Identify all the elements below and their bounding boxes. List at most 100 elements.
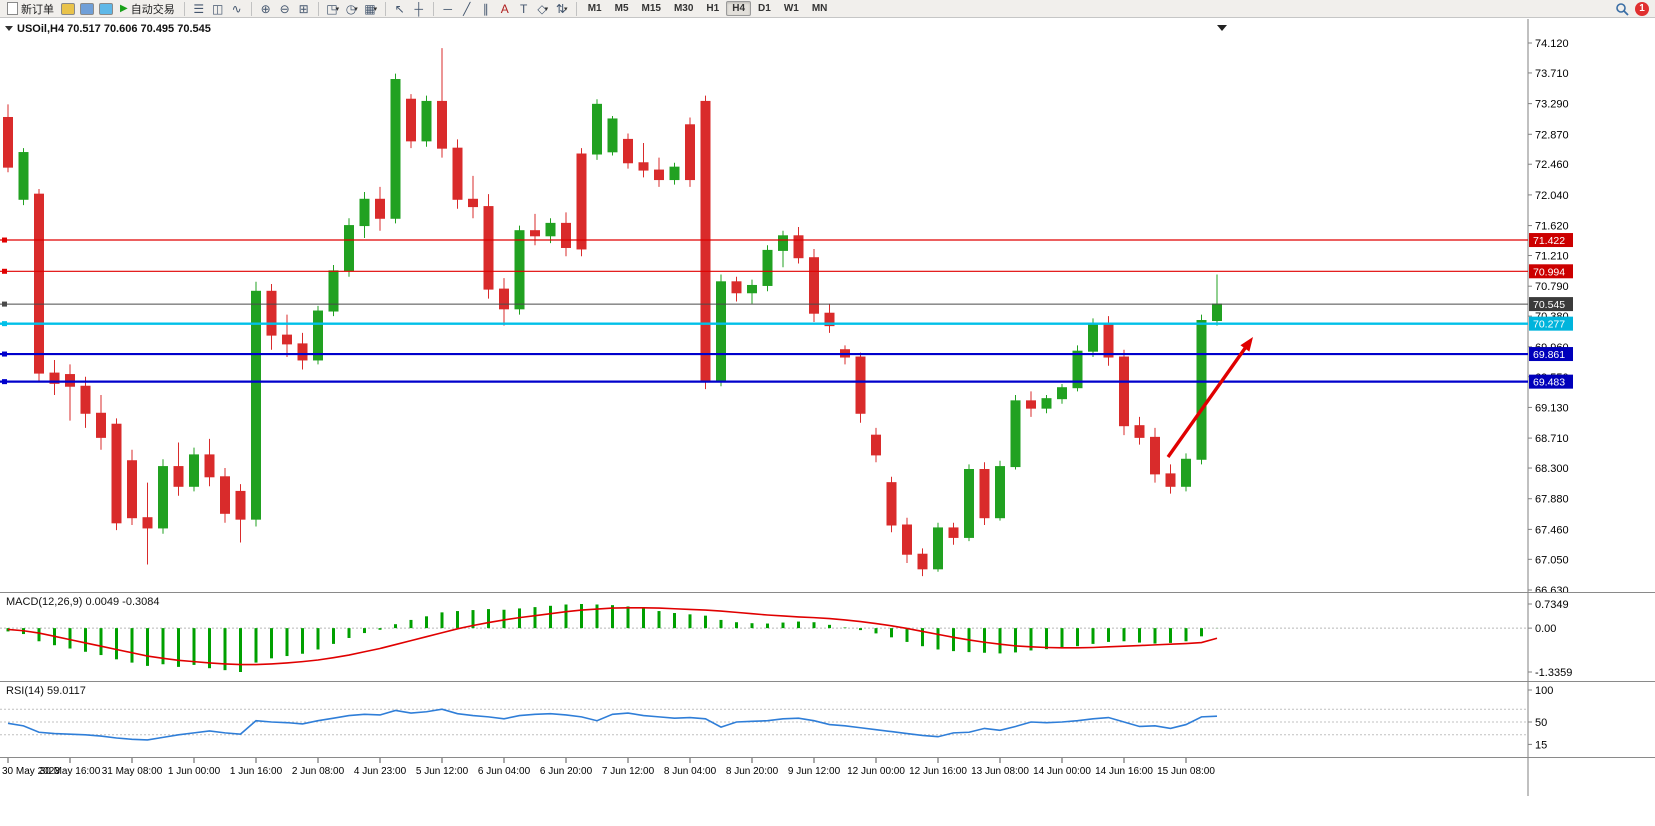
candle — [855, 352, 866, 423]
tile-windows-icon[interactable]: ⊞ — [298, 1, 309, 16]
chart-title: USOil,H4 70.517 70.606 70.495 70.545 — [17, 23, 211, 35]
period-icon[interactable]: ◷ ▾ — [345, 1, 358, 16]
channel-icon[interactable]: ∥ — [482, 1, 489, 16]
horizontal-line[interactable]: 71.422 — [0, 233, 1573, 248]
time-axis[interactable]: 30 May 2023 30 May 16:00 31 May 08:00 1 Jun… — [0, 758, 1655, 796]
macd-axis-labels[interactable]: 0.7349 0.00 -1.3359 — [1528, 599, 1572, 679]
candle — [1026, 391, 1036, 417]
svg-text:67.460: 67.460 — [1535, 524, 1569, 536]
timeframe-M30[interactable]: M30 — [673, 3, 694, 14]
candle — [902, 517, 912, 563]
label-icon[interactable]: T — [520, 1, 528, 16]
arrows-icon[interactable]: ⇅ ▾ — [555, 1, 568, 16]
candle — [49, 359, 60, 396]
timeframe-H1[interactable]: H1 — [706, 3, 720, 14]
horizontal-line[interactable]: 70.545 — [0, 297, 1573, 312]
notification-badge[interactable]: 1 — [1635, 1, 1649, 16]
rsi-chart[interactable]: 100 50 15 RSI(14) 59.0117 — [0, 682, 1655, 758]
macd-chart[interactable]: 0.7349 0.00 -1.3359 MACD(12,26,9) 0.0049 -0… — [0, 593, 1655, 682]
rsi-panel[interactable]: 100 50 15 RSI(14) 59.0117 — [0, 682, 1655, 758]
time-label: 12 Jun 00:00 — [847, 766, 905, 777]
timeframe-W1[interactable]: W1 — [783, 3, 799, 14]
line-chart-icon[interactable]: ∿ — [231, 1, 242, 16]
svg-text:69.130: 69.130 — [1535, 402, 1569, 414]
timeframe-H4[interactable]: H4 — [726, 1, 752, 16]
profiles-icon[interactable] — [61, 2, 75, 15]
horizontal-line[interactable]: 70.277 — [0, 316, 1573, 331]
candle — [917, 548, 928, 577]
candle — [576, 148, 587, 257]
zoom-in-icon[interactable]: ⊕ — [260, 1, 271, 16]
macd-panel[interactable]: 0.7349 0.00 -1.3359 MACD(12,26,9) 0.0049 -0… — [0, 593, 1655, 682]
timeframe-M1[interactable]: M1 — [587, 3, 602, 14]
toolbar-separator — [250, 1, 252, 16]
new-order-icon — [7, 2, 18, 15]
candle — [933, 522, 943, 572]
svg-text:74.120: 74.120 — [1535, 38, 1569, 50]
candle — [762, 245, 773, 292]
time-label: 9 Jun 12:00 — [788, 766, 841, 777]
auto-trading-button[interactable]: ▶ 自动交易 — [116, 1, 179, 17]
svg-text:66.630: 66.630 — [1535, 585, 1569, 593]
text-icon[interactable]: A — [500, 1, 509, 16]
candle — [1041, 395, 1052, 414]
candle — [964, 464, 974, 542]
candle — [189, 447, 199, 492]
candle — [34, 189, 44, 382]
candle — [793, 227, 804, 264]
candle — [1072, 345, 1083, 392]
horizontal-line[interactable]: 69.861 — [0, 347, 1573, 362]
crosshair-icon[interactable]: ┼ — [414, 1, 423, 16]
shapes-icon[interactable]: ◇ ▾ — [537, 1, 549, 16]
bar-chart-icon[interactable]: ☰ — [193, 1, 205, 16]
new-order-button[interactable]: 新订单 — [3, 1, 58, 17]
svg-text:72.460: 72.460 — [1535, 159, 1569, 171]
horizontal-line-icon[interactable]: ─ — [443, 1, 452, 16]
candle — [158, 459, 168, 534]
line-anchor — [2, 379, 7, 385]
timeframe-MN[interactable]: MN — [811, 3, 828, 14]
chart-expand-icon[interactable] — [5, 26, 13, 31]
price-tag — [1529, 264, 1573, 279]
candle — [111, 418, 122, 531]
new-chart-icon[interactable]: ◳ ▾ — [326, 1, 340, 16]
candle — [359, 191, 370, 238]
timeframe-D1[interactable]: D1 — [758, 3, 771, 14]
zoom-out-icon[interactable]: ⊖ — [279, 1, 290, 16]
price-tag — [1529, 374, 1573, 389]
line-anchor — [2, 301, 7, 307]
horizontal-line[interactable]: 70.994 — [0, 264, 1573, 279]
trendline-icon[interactable]: ╱ — [463, 1, 471, 16]
horizontal-line[interactable]: 69.483 — [0, 374, 1573, 389]
candle — [483, 194, 494, 299]
navigator-icon[interactable] — [99, 2, 113, 15]
toolbar-separator — [183, 1, 185, 16]
candle — [142, 482, 153, 565]
price-chart[interactable]: 74.120 73.710 73.290 72.870 72.460 72.040 71.6… — [0, 19, 1655, 593]
price-chart-panel[interactable]: 74.120 73.710 73.290 72.870 72.460 72.040 71.6… — [0, 19, 1655, 593]
svg-text:70.994: 70.994 — [1533, 266, 1565, 278]
candle — [96, 395, 106, 450]
rsi-axis-labels[interactable]: 100 50 15 — [1528, 685, 1553, 751]
line-anchor — [2, 321, 7, 327]
cursor-icon[interactable]: ↖ — [394, 1, 405, 16]
search-icon[interactable] — [1615, 2, 1629, 16]
candle — [1134, 416, 1145, 445]
candle — [871, 427, 881, 463]
toolbar-separator — [384, 1, 386, 16]
market-watch-icon[interactable] — [80, 2, 94, 15]
candle — [700, 95, 711, 390]
timeframe-M5[interactable]: M5 — [614, 3, 629, 14]
candle — [251, 281, 261, 527]
line-anchor — [2, 351, 7, 357]
candlestick-chart-icon[interactable]: ◫ — [212, 1, 224, 16]
candle — [545, 218, 556, 244]
candle — [406, 94, 416, 149]
timeframe-M15[interactable]: M15 — [641, 3, 661, 14]
templates-icon[interactable]: ▦ ▾ — [364, 1, 378, 16]
svg-text:50: 50 — [1535, 717, 1547, 729]
trend-arrow[interactable] — [1166, 337, 1253, 458]
candle — [809, 248, 819, 322]
svg-text:0.7349: 0.7349 — [1535, 599, 1569, 611]
